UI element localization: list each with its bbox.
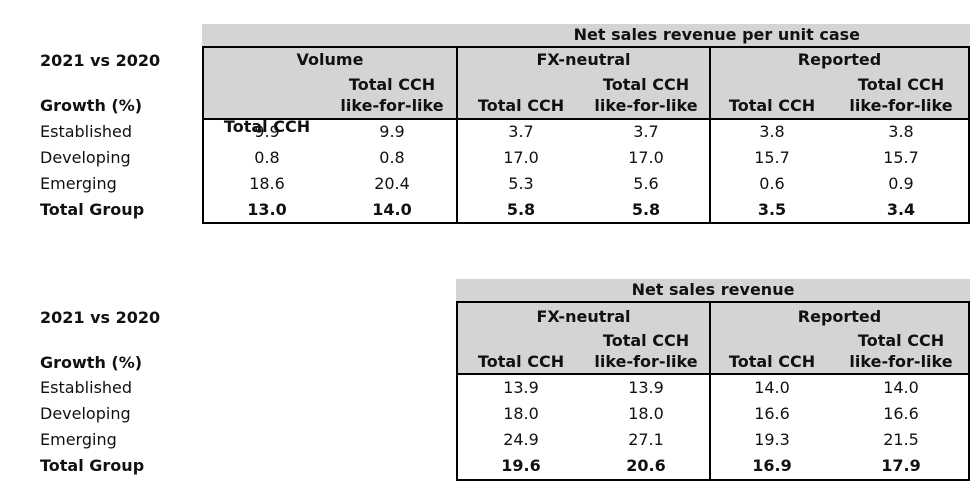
table-1-group-reported: Reported (797, 50, 882, 69)
table-cell: 3.8 (888, 122, 914, 141)
table-2-subheader: Total CCH (728, 352, 816, 371)
row-label: Total Group (40, 456, 145, 475)
table-2-period: 2021 vs 2020 (40, 308, 161, 327)
table-cell: 5.6 (633, 174, 659, 193)
table-2-subheader: Total CCH like-for-like (849, 331, 953, 371)
row-label: Emerging (40, 430, 117, 449)
table-cell: 5.3 (508, 174, 534, 193)
table-2-subheader: Total CCH like-for-like (594, 331, 698, 371)
row-label: Total Group (40, 200, 145, 219)
table-cell: 13.0 (247, 200, 287, 219)
table-cell: 0.6 (759, 174, 785, 193)
table-2-group-fx-neutral: FX-neutral (536, 307, 631, 326)
table-1-subheader: Total CCH like-for-like (849, 75, 953, 115)
table-cell: 5.8 (631, 200, 661, 219)
table-1-subheader: Total CCH (728, 96, 816, 115)
table-cell: 3.7 (633, 122, 659, 141)
table-cell: 9.9 (379, 122, 405, 141)
table-cell: 16.6 (754, 404, 790, 423)
table-1-subheader: Total CCH (477, 96, 565, 115)
table-cell: 20.4 (374, 174, 410, 193)
table-cell: 17.0 (628, 148, 664, 167)
table-1-body (202, 118, 970, 224)
row-label: Established (40, 378, 133, 397)
row-label: Developing (40, 404, 131, 423)
table-cell: 3.7 (508, 122, 534, 141)
table-cell: 0.8 (254, 148, 280, 167)
table-cell: 0.9 (888, 174, 914, 193)
table-cell: 15.7 (883, 148, 919, 167)
table-cell: 18.0 (503, 404, 539, 423)
table-cell: 21.5 (883, 430, 919, 449)
table-1-growth-label: Growth (%) (40, 96, 143, 115)
table-cell: 5.8 (506, 200, 536, 219)
table-2-growth-label: Growth (%) (40, 353, 143, 372)
table-1-divider (709, 46, 711, 224)
table-cell: 14.0 (372, 200, 412, 219)
table-cell: 13.9 (503, 378, 539, 397)
table-cell: 3.5 (757, 200, 787, 219)
table-2-subheader: Total CCH (477, 352, 565, 371)
table-1-subheader: Total CCH (223, 117, 311, 136)
table-cell: 3.8 (759, 122, 785, 141)
table-cell: 18.6 (249, 174, 285, 193)
table-cell: 18.0 (628, 404, 664, 423)
table-1-subheader: Total CCH like-for-like (340, 75, 444, 115)
table-cell: 3.4 (886, 200, 916, 219)
table-cell: 19.6 (501, 456, 541, 475)
table-cell: 14.0 (883, 378, 919, 397)
table-2-title: Net sales revenue (456, 279, 970, 301)
table-cell: 27.1 (628, 430, 664, 449)
row-label: Emerging (40, 174, 117, 193)
table-1-title: Net sales revenue per unit case (202, 24, 970, 46)
table-cell: 9.9 (254, 122, 280, 141)
table-2-body (456, 373, 970, 481)
table-cell: 19.3 (754, 430, 790, 449)
table-cell: 20.6 (626, 456, 666, 475)
table-cell: 17.9 (881, 456, 921, 475)
table-cell: 16.9 (752, 456, 792, 475)
table-1-header (202, 46, 970, 120)
table-2-group-reported: Reported (797, 307, 882, 326)
row-label: Developing (40, 148, 131, 167)
table-cell: 0.8 (379, 148, 405, 167)
table-1-group-volume: Volume (296, 50, 364, 69)
table-cell: 15.7 (754, 148, 790, 167)
table-1-subheader: Total CCH like-for-like (594, 75, 698, 115)
table-1-divider (456, 46, 458, 224)
table-2-divider (709, 301, 711, 481)
row-label: Established (40, 122, 133, 141)
table-cell: 17.0 (503, 148, 539, 167)
table-1-group-fx-neutral: FX-neutral (536, 50, 631, 69)
table-cell: 14.0 (754, 378, 790, 397)
table-cell: 13.9 (628, 378, 664, 397)
table-cell: 24.9 (503, 430, 539, 449)
table-cell: 16.6 (883, 404, 919, 423)
table-1-period: 2021 vs 2020 (40, 51, 161, 70)
